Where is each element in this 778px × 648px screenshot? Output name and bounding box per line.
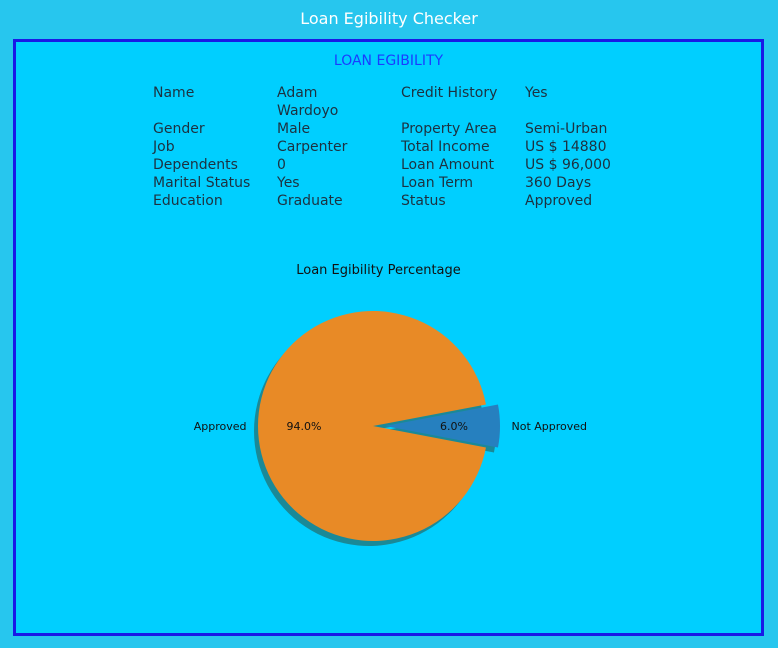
pie-label-approved: Approved xyxy=(194,420,247,433)
gender-label: Gender xyxy=(153,121,205,137)
job-label: Job xyxy=(153,139,175,155)
loan-amount-value: US $ 96,000 xyxy=(525,157,611,173)
loan-term-value: 360 Days xyxy=(525,175,592,191)
name-value: Adam Wardoyo xyxy=(277,85,339,119)
marital-status-label: Marital Status xyxy=(153,175,251,191)
pie-pct-not-approved: 6.0% xyxy=(440,420,468,433)
total-income-value: US $ 14880 xyxy=(525,139,607,155)
pie-pct-approved: 94.0% xyxy=(287,420,322,433)
pie-slice-not-approved xyxy=(385,404,501,448)
window-title: Loan Egibility Checker xyxy=(300,8,478,28)
status-label: Status xyxy=(401,193,446,209)
education-label: Education xyxy=(153,193,223,209)
dependents-value: 0 xyxy=(277,157,286,173)
property-area-label: Property Area xyxy=(401,121,497,137)
eligibility-pie-chart: Not Approved 6.0% Approved 94.0% xyxy=(194,311,588,546)
gender-value: Male xyxy=(277,121,311,137)
loan-eligibility-panel: LOAN EGIBILITY Name Adam Wardoyo Gender … xyxy=(13,39,764,636)
education-value: Graduate xyxy=(277,193,343,209)
loan-amount-label: Loan Amount xyxy=(401,157,495,173)
chart-title: Loan Egibility Percentage xyxy=(296,263,461,278)
credit-history-label: Credit History xyxy=(401,85,498,101)
marital-status-value: Yes xyxy=(277,175,300,191)
loan-term-label: Loan Term xyxy=(401,175,473,191)
pie-label-not-approved: Not Approved xyxy=(512,420,588,433)
pie-slice-approved xyxy=(258,311,486,541)
job-value: Carpenter xyxy=(277,139,348,155)
name-label: Name xyxy=(153,85,195,101)
property-area-value: Semi-Urban xyxy=(525,121,608,137)
credit-history-value: Yes xyxy=(525,85,548,101)
dependents-label: Dependents xyxy=(153,157,238,173)
status-value: Approved xyxy=(525,193,593,209)
total-income-label: Total Income xyxy=(401,139,490,155)
panel-title: LOAN EGIBILITY xyxy=(333,53,444,69)
